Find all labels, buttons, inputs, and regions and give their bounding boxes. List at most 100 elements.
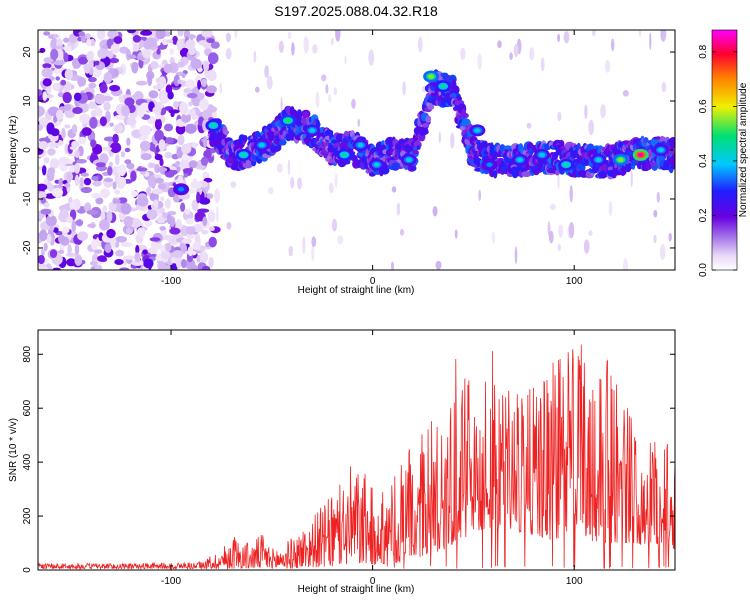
spectrogram-cell [69, 202, 76, 210]
spectrogram-cell [177, 61, 185, 68]
spectrogram-cell [653, 234, 657, 244]
spectrogram-cell [127, 54, 137, 59]
spectrogram-cell [107, 30, 119, 39]
spectrogram-cell [95, 197, 104, 205]
spectrogram-cell [72, 107, 83, 114]
spectrogram-cell [557, 33, 561, 43]
spectrogram-cell [214, 188, 221, 203]
spectrogram-cell [47, 167, 56, 175]
spectrogram-cell [399, 228, 405, 236]
spectrogram-cell [199, 251, 209, 263]
spectrogram-cell [651, 162, 658, 167]
x-tick-label: -100 [161, 576, 181, 587]
colorbar-tick-label: 0.6 [698, 99, 709, 113]
spectrogram-cell [91, 176, 99, 181]
spectrogram-cell [125, 255, 135, 260]
spectrogram-cell [264, 65, 269, 78]
spectrogram-cell [142, 249, 148, 255]
spectrogram-cell [186, 92, 198, 99]
spectrogram-cell [150, 60, 159, 70]
spectrogram-cell [163, 63, 173, 74]
y-tick-label: 400 [22, 453, 33, 470]
spectrogram-cell [203, 61, 210, 72]
y-tick-label: 0 [22, 567, 33, 573]
spectrogram-cell [285, 118, 291, 123]
spectrogram-cell [207, 52, 219, 65]
spectrogram-cell [121, 105, 130, 117]
spectrogram-cell [623, 258, 628, 270]
spectrogram-cell [187, 34, 196, 39]
spectrogram-cell [110, 142, 122, 154]
spectrogram-cell [191, 199, 199, 211]
spectrogram-cell [450, 132, 455, 149]
spectrogram-cell [49, 226, 55, 231]
spectrogram-cell [563, 31, 570, 44]
spectrogram-cell [301, 116, 307, 125]
spectrogram-cell [89, 116, 98, 129]
spectrogram-cell [337, 235, 344, 245]
spectrogram-cell [373, 162, 380, 167]
spectrogram-cell [46, 181, 53, 191]
spectrogram-cell [130, 170, 137, 182]
spectrogram-x-axis-label: Height of straight line (km) [298, 285, 415, 296]
spectrogram-cell [42, 78, 52, 87]
spectrogram-cell [53, 114, 58, 123]
spectrogram-cell [432, 206, 438, 217]
spectrogram-y-axis-label: Frequency (Hz) [8, 116, 19, 185]
spectrogram-cell [146, 209, 158, 220]
spectrogram-cell [58, 249, 65, 254]
spectrogram-cell [287, 31, 292, 40]
spectrogram-cell [493, 169, 498, 179]
spectrogram-cell [115, 236, 128, 243]
spectrogram-cell [188, 47, 197, 56]
spectrogram-cell [124, 159, 132, 165]
spectrogram-cell [124, 97, 135, 107]
spectrogram-cell [51, 187, 64, 198]
spectrogram-cell [180, 202, 186, 212]
x-tick-label: 0 [370, 276, 376, 287]
spectrogram-cell [303, 36, 309, 54]
spectrogram-cell [422, 122, 430, 128]
spectrogram-cell [344, 55, 347, 65]
spectrogram-cell [325, 84, 329, 94]
spectrogram-cell [277, 163, 283, 173]
spectrogram-cell [311, 245, 315, 261]
spectrogram-cell [206, 85, 217, 94]
spectrogram-cell [588, 119, 595, 136]
spectrogram-cell [558, 224, 564, 238]
y-tick-label: 800 [22, 345, 33, 362]
spectrogram-cell [109, 84, 121, 92]
spectrogram-cell [201, 78, 207, 87]
spectrogram-cell [197, 208, 210, 213]
spectrogram-cell [109, 122, 114, 127]
spectrogram-cell [181, 238, 193, 244]
spectrogram-cell [84, 63, 91, 74]
spectrogram-cell [208, 236, 217, 248]
spectrogram-cell [112, 198, 121, 204]
spectrogram-cell [184, 123, 197, 134]
spectrogram-cell [106, 210, 113, 223]
spectrogram-cell [583, 239, 590, 254]
spectrogram-cell [120, 203, 132, 215]
spectrogram-cell [649, 32, 652, 51]
spectrogram-cell [405, 157, 412, 162]
spectrogram-cell [194, 233, 201, 244]
spectrogram-cell [148, 90, 159, 99]
spectrogram-cell [309, 128, 316, 133]
spectrogram-cell [120, 151, 126, 158]
spectrogram-cell [109, 57, 120, 64]
spectrogram-cell [101, 44, 108, 49]
spectrogram-cell [114, 114, 126, 120]
spectrogram-cell [630, 170, 633, 188]
spectrogram-cell [147, 175, 157, 188]
spectrogram-cell [58, 234, 66, 244]
spectrogram-cell [58, 204, 70, 212]
spectrogram-cell [203, 177, 213, 183]
spectrogram-cell [529, 47, 535, 61]
spectrogram-cell [99, 153, 109, 165]
spectrogram-cell [53, 69, 61, 75]
spectrogram-cell [86, 38, 92, 47]
spectrogram-cell [142, 49, 151, 59]
spectrogram-cell [168, 235, 180, 245]
